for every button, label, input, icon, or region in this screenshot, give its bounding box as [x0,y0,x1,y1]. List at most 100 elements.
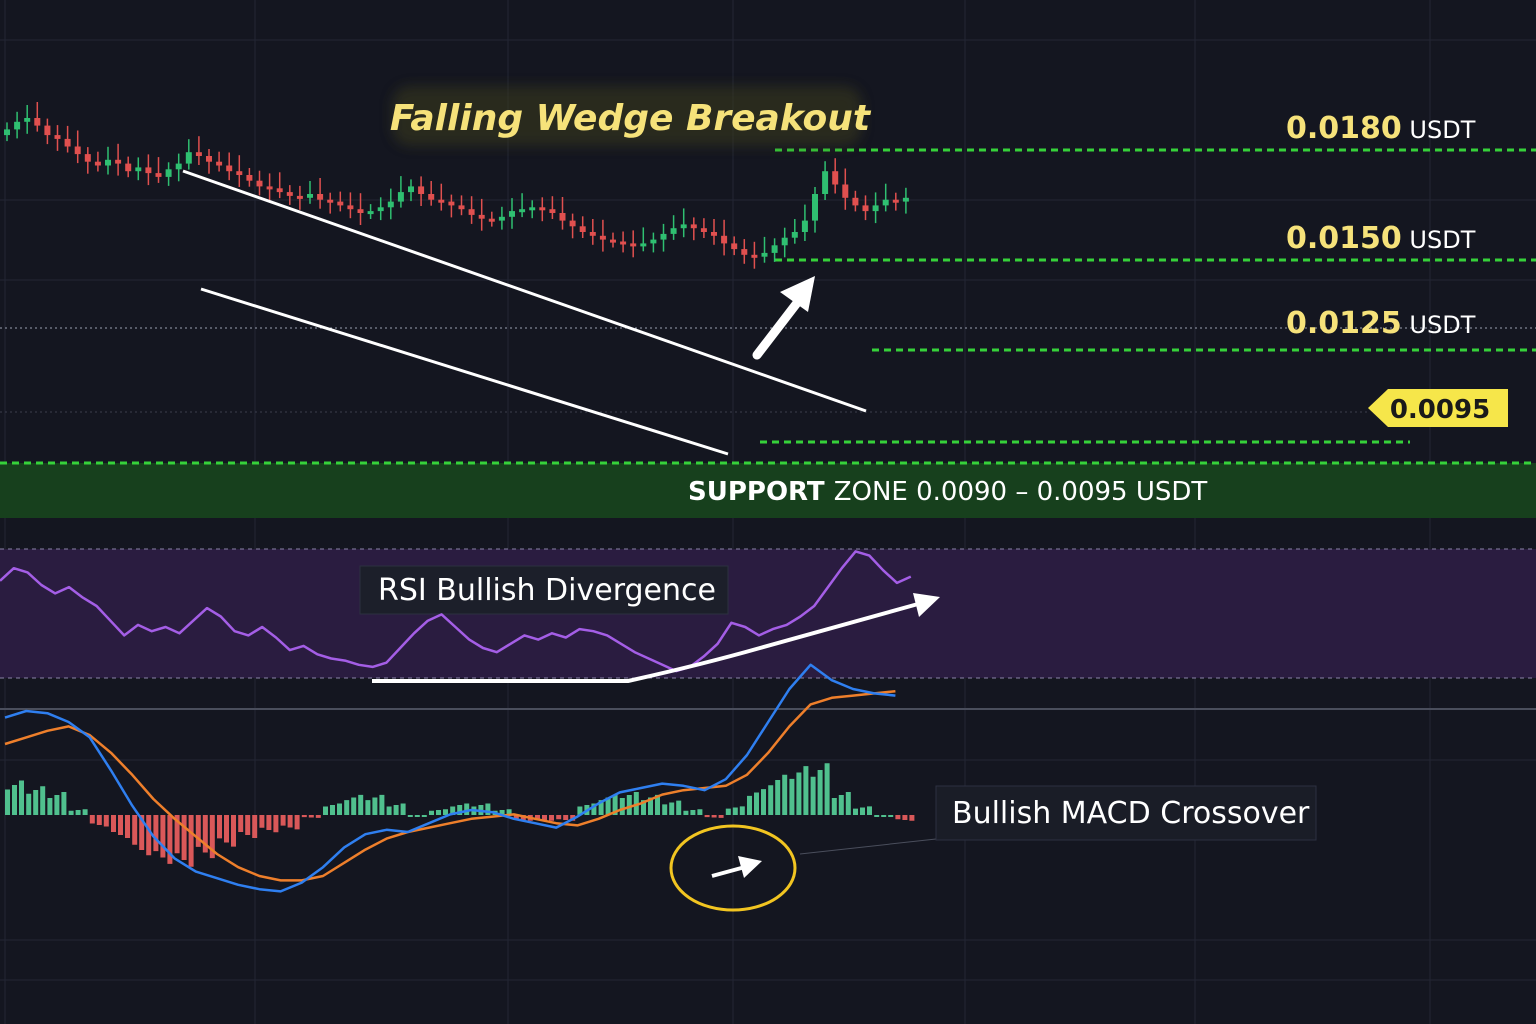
histogram-bar [308,815,314,818]
histogram-bar [725,808,731,815]
histogram-bar [874,815,880,817]
candle-body [226,165,233,172]
support-zone-label-strong: SUPPORT [688,477,825,507]
candle-body [579,226,586,232]
candle-body [54,135,61,139]
histogram-bar [146,815,152,856]
candle-body [327,199,334,203]
candle-body [468,209,475,215]
histogram-bar [831,798,837,815]
histogram-bar [160,815,166,858]
histogram-bar [238,815,244,832]
candle-body [276,188,283,193]
candle-body [721,235,728,244]
histogram-bar [132,815,138,845]
histogram-bar [407,815,413,817]
macd-label-box [935,785,1317,841]
candle-body [781,237,788,246]
candle-body [519,209,526,213]
histogram-bar [683,810,689,815]
histogram-bar [789,778,795,815]
histogram-bar [513,815,519,820]
candle-body [791,232,798,238]
rsi-divergence-arrowhead-icon [913,593,940,617]
histogram-bar [89,815,95,824]
histogram-bar [351,797,357,815]
histogram-bar [768,785,774,815]
histogram-bar [217,815,222,839]
candle-body [731,243,738,250]
candle-body [195,152,202,156]
histogram-bar [393,805,399,815]
histogram-bar [5,789,10,815]
candle-body [509,211,515,217]
candle-body [155,173,162,177]
candle-body [246,175,253,181]
candle-body [175,163,182,170]
histogram-bar [549,815,554,821]
candle-body [397,192,404,202]
candle-body [620,241,627,245]
histogram-bar [648,797,653,815]
candle-body [892,199,899,203]
candle-body [650,239,657,244]
candle-body [125,163,132,172]
histogram-bar [853,808,858,815]
histogram-bar [824,763,830,815]
histogram-bar [718,815,724,818]
histogram-bar [542,815,547,820]
histogram-bar [605,797,611,815]
histogram-bar [188,815,194,867]
histogram-bar [761,789,766,815]
histogram-bar [690,810,696,815]
histogram-bar [598,800,604,815]
histogram-bar [619,798,625,815]
breakout-arrow-icon [752,276,815,360]
candle-body [448,201,455,206]
histogram-bar [139,815,145,850]
histogram-bar [803,766,809,815]
histogram-bar [111,815,116,832]
histogram-bar [626,795,632,815]
current-price-value: 0.0095 [1390,395,1490,425]
crossover-arrow-line [711,865,746,878]
candle-body [428,194,435,200]
histogram-bar [167,815,173,864]
histogram-bar [54,795,60,815]
histogram-bar [711,815,717,818]
histogram-bar [577,806,583,815]
candle-body [902,197,909,202]
histogram-bar [252,815,258,838]
histogram-bar [867,806,872,815]
candle-body [44,125,51,136]
candle-body [680,224,687,229]
candle-body [438,199,445,203]
histogram-bar [697,809,703,815]
candle-body [317,194,324,200]
candle-body [408,186,414,193]
histogram-bar [337,803,342,815]
histogram-bar [436,810,441,815]
histogram-bar [881,815,887,817]
rsi-label-box [359,565,729,615]
candle-body [640,243,647,247]
histogram-bar [280,815,286,826]
histogram-bar [12,785,17,815]
histogram-bar [266,815,272,830]
crossover-arrowhead-icon [738,856,762,878]
histogram-bar [676,800,682,815]
histogram-bar [895,815,901,820]
rsi-line [0,550,912,673]
candle-body [599,235,606,240]
macd-callout-connector [799,838,937,855]
histogram-bar [732,807,738,815]
candle-body [206,156,212,162]
histogram-bar [118,815,123,835]
candle-body [307,194,313,198]
histogram-bar [400,803,406,815]
histogram-bar [817,770,823,815]
candle-body [458,205,465,210]
wedge-lower-line [200,287,729,456]
candle-body [751,254,758,258]
